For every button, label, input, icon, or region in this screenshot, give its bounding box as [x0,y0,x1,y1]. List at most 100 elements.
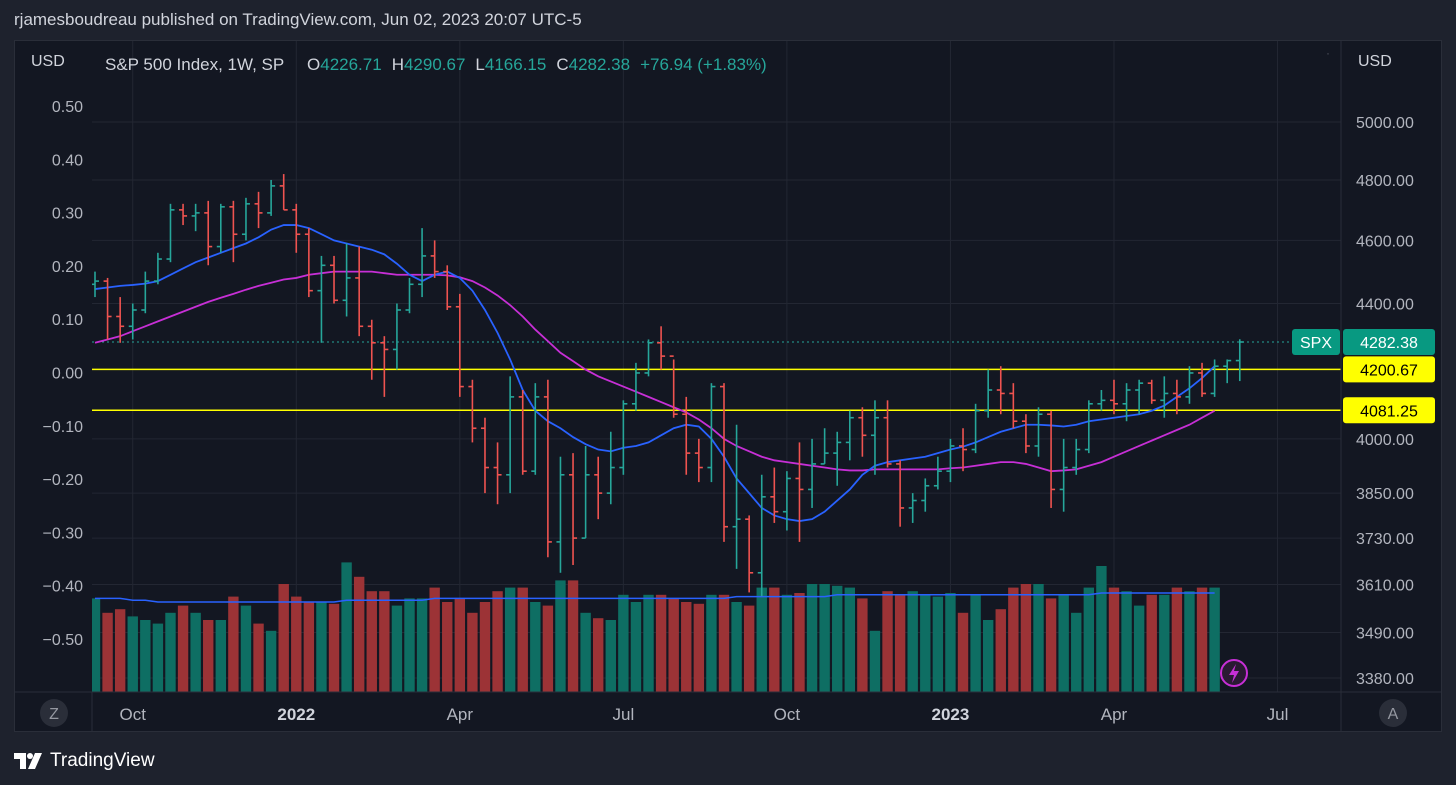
zoom-reset-button[interactable]: Z [40,699,68,727]
volume-bar [706,594,717,692]
volume-bar [92,598,101,692]
lightning-icon[interactable] [1220,659,1248,687]
volume-bar [756,587,767,692]
ohlc-bar [518,390,527,475]
price-chart[interactable]: S&P 500 Index, 1W, SP O4226.71 H4290.67 L4… [15,41,1441,731]
volume-bar [806,584,818,692]
volume-bar [1096,566,1107,692]
volume-bar [1020,584,1032,692]
volume-bar [643,594,654,692]
ohlc-bar [682,396,691,475]
chart-panel[interactable]: S&P 500 Index, 1W, SP O4226.71 H4290.67 L4… [14,40,1442,732]
volume-bar [832,585,843,692]
ohlc-bar [116,297,125,343]
time-axis-label: Jul [1267,705,1289,724]
right-axis-tick: 3380.00 [1356,671,1414,688]
ohlc-bar [984,369,993,418]
ohlc-bar [1160,376,1169,418]
ohlc-bar [254,191,263,229]
volume-bar [1121,591,1132,692]
ohlc-bar [631,362,640,411]
ohlc-bar [279,174,288,211]
ohlc-bar [1021,414,1030,454]
volume-bars [92,562,1220,692]
volume-bar [681,602,692,692]
ohlc-bar [1235,339,1244,382]
right-axis-tick: 4000.00 [1356,432,1414,449]
right-axis-tick: 5000.00 [1356,115,1414,132]
ohlc-bar [745,515,754,593]
volume-bar [353,576,365,692]
ohlc-bar [782,471,791,531]
ohlc-bar [355,246,364,337]
volume-bar [1209,587,1220,692]
horizontal-levels[interactable] [92,341,1341,412]
ohlc-bar [581,445,590,539]
volume-bar [794,593,805,692]
ohlc-bar [896,460,905,527]
right-axis-ticks[interactable]: 5000.00 4800.00 4600.00 4400.00 4000.00 3850.… [1356,115,1414,688]
ohlc-bar [921,478,930,512]
volume-bar [328,603,340,692]
price-tag-bg [1343,397,1435,424]
volume-bar [203,620,214,692]
ohlc-bar [556,456,565,573]
ohlc-bar [330,255,339,304]
volume-bar [995,609,1006,692]
price-tag-label: 4200.67 [1360,362,1418,379]
ohlc-bar [468,379,477,443]
volume-bar [567,580,579,692]
chart-dot-marker: · [1326,46,1330,60]
ohlc-bar [443,265,452,310]
left-axis-ticks: 0.50 0.40 0.30 0.20 0.10 0.00 −0.10 −0.20 −0.30 −… [43,99,84,649]
volume-bar [1083,587,1095,692]
right-axis-tick: 4800.00 [1356,173,1414,190]
volume-bar [542,605,554,692]
volume-bar [844,587,855,692]
ohlc-bar [1084,400,1093,454]
ohlc-bar [128,303,137,340]
left-axis-tick: 0.30 [52,206,83,223]
left-axis-tick: 0.00 [52,366,83,383]
ohlc-bar [858,407,867,457]
volume-bar [605,620,616,692]
time-axis-labels[interactable]: Oct 2022 Apr Jul Oct 2023 Apr Jul [120,705,1289,724]
volume-bar [492,591,503,692]
volume-bar [303,602,315,692]
ohlc-bar [1172,379,1181,415]
ohlc-bar [795,442,804,542]
volume-bar [391,605,403,692]
ohlc-bar [241,197,250,241]
tradingview-brand: TradingView [50,750,155,771]
volume-bar [731,602,742,692]
ohlc-bar [317,255,326,343]
footer[interactable]: TradingView [14,748,155,774]
ohlc-bar [845,410,854,461]
time-axis-label: Oct [774,705,801,724]
time-axis-label: Oct [120,705,147,724]
volume-bar [366,591,377,692]
left-axis-tick: −0.20 [43,472,84,489]
ohlc-bar [103,277,112,340]
ohlc-bar [808,438,817,508]
auto-scale-button[interactable]: A [1379,699,1407,727]
right-axis-tick: 3850.00 [1356,486,1414,503]
volume-bar [127,616,138,692]
ohlc-bar [153,252,162,285]
fast-moving-average [94,224,1216,522]
time-axis-label: Apr [1101,705,1128,724]
volume-bar [668,598,679,692]
ohlc-bar [179,203,188,226]
volume-bar [819,584,830,692]
volume-bar [442,602,453,692]
left-axis-tick: −0.50 [43,632,84,649]
volume-bar [1008,587,1019,692]
ohlc-bar [1135,379,1144,415]
volume-bar [416,598,428,692]
volume-bar [1196,587,1208,692]
right-axis-tick: 4600.00 [1356,233,1414,250]
ohlc-bar [770,467,779,523]
ohlc-bar [380,336,389,397]
volume-bar [743,605,755,692]
ohlc-bar [367,319,376,380]
